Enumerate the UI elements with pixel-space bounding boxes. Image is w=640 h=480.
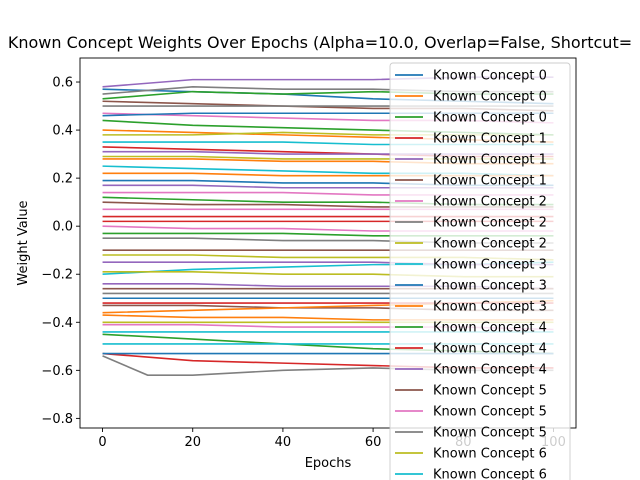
y-axis-label: Weight Value <box>16 200 31 285</box>
legend-box <box>389 62 571 480</box>
legend-label: Known Concept 3 <box>433 300 547 315</box>
y-tick-label: −0.2 <box>41 268 73 283</box>
chart-title: Known Concept Weights Over Epochs (Alpha… <box>8 33 632 52</box>
x-tick-label: 20 <box>184 435 201 450</box>
legend-label: Known Concept 3 <box>433 279 547 294</box>
legend-label: Known Concept 1 <box>433 174 547 189</box>
y-tick-label: −0.4 <box>41 316 73 331</box>
legend-label: Known Concept 3 <box>433 258 547 273</box>
legend-label: Known Concept 5 <box>433 426 547 441</box>
legend-label: Known Concept 0 <box>433 111 547 126</box>
x-tick-label: 0 <box>98 435 106 450</box>
y-tick-label: 0.2 <box>52 172 73 187</box>
x-tick-label: 60 <box>365 435 382 450</box>
legend-label: Known Concept 5 <box>433 384 547 399</box>
y-tick-label: −0.6 <box>41 364 73 379</box>
legend-label: Known Concept 4 <box>433 321 547 336</box>
legend-label: Known Concept 5 <box>433 405 547 420</box>
legend-label: Known Concept 2 <box>433 237 547 252</box>
legend-label: Known Concept 4 <box>433 363 547 378</box>
legend-label: Known Concept 2 <box>433 195 547 210</box>
legend-label: Known Concept 0 <box>433 90 547 105</box>
legend-label: Known Concept 4 <box>433 342 547 357</box>
legend-label: Known Concept 0 <box>433 69 547 84</box>
y-tick-label: 0.0 <box>52 220 73 235</box>
legend-label: Known Concept 1 <box>433 132 547 147</box>
legend-label: Known Concept 1 <box>433 153 547 168</box>
legend-label: Known Concept 2 <box>433 216 547 231</box>
legend-label: Known Concept 6 <box>433 468 547 480</box>
x-axis-label: Epochs <box>305 456 352 471</box>
y-tick-label: 0.4 <box>52 124 73 139</box>
x-tick-label: 40 <box>275 435 292 450</box>
plot-frame <box>79 57 577 429</box>
y-tick-label: −0.8 <box>41 412 73 427</box>
legend-label: Known Concept 6 <box>433 447 547 462</box>
y-tick-label: 0.6 <box>52 76 73 91</box>
legend: Known Concept 0 Known Concept 0 Known Conc… <box>389 62 571 480</box>
